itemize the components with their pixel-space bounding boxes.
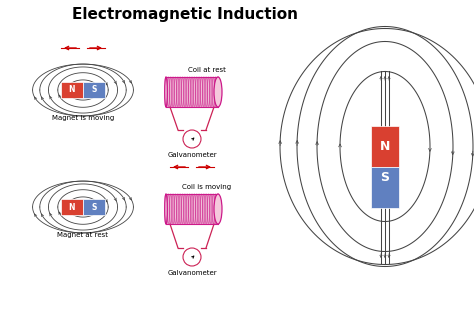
Text: Magnet at rest: Magnet at rest <box>57 232 109 238</box>
Text: N: N <box>69 202 75 211</box>
Text: Galvanometer: Galvanometer <box>167 152 217 158</box>
Bar <box>83 82 105 98</box>
Bar <box>371 126 399 167</box>
Text: Magnet is moving: Magnet is moving <box>52 115 114 121</box>
Text: N: N <box>380 140 390 153</box>
Text: Coil at rest: Coil at rest <box>188 67 226 73</box>
Ellipse shape <box>214 77 222 107</box>
Text: Galvanometer: Galvanometer <box>167 270 217 276</box>
Bar <box>166 194 218 224</box>
Bar <box>83 199 105 215</box>
Ellipse shape <box>164 77 167 107</box>
Ellipse shape <box>214 194 222 224</box>
Bar <box>371 167 399 208</box>
Text: S: S <box>381 171 390 184</box>
Bar <box>61 82 83 98</box>
Circle shape <box>183 248 201 266</box>
Circle shape <box>183 130 201 148</box>
Bar <box>61 199 83 215</box>
Text: Electromagnetic Induction: Electromagnetic Induction <box>72 7 298 22</box>
Ellipse shape <box>164 194 167 224</box>
Text: S: S <box>91 202 97 211</box>
Text: Coil is moving: Coil is moving <box>182 184 232 190</box>
Text: N: N <box>69 85 75 94</box>
Text: S: S <box>91 85 97 94</box>
Bar <box>166 77 218 107</box>
